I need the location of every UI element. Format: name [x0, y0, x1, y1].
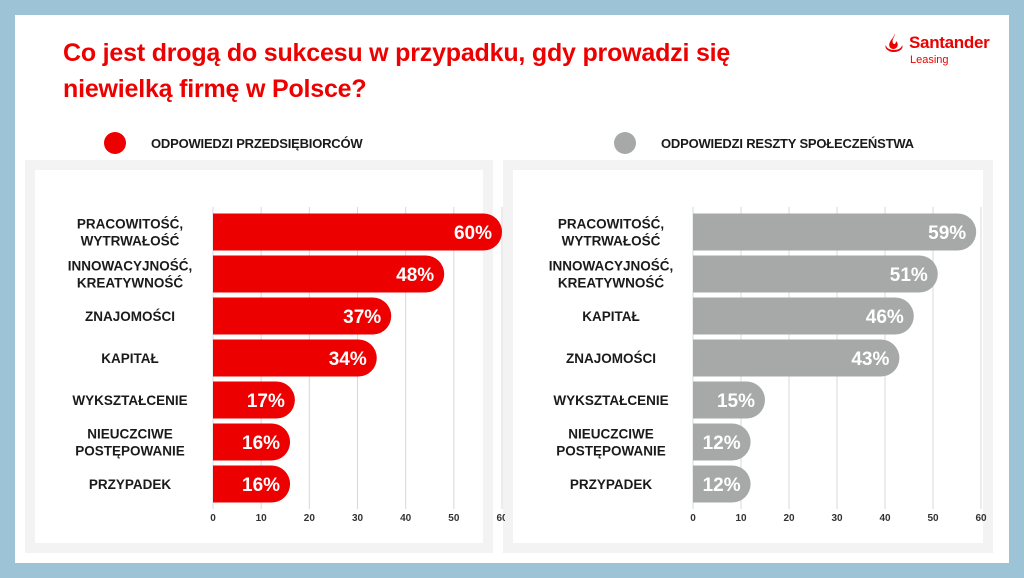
bar	[213, 213, 503, 251]
category-label: PRACOWITOŚĆ,	[77, 217, 183, 232]
page-title: Co jest drogą do sukcesu w przypadku, gd…	[63, 39, 731, 103]
category-label: ZNAJOMOŚCI	[85, 309, 175, 324]
logo-name: Santander	[909, 33, 990, 52]
category-label: KAPITAŁ	[101, 351, 159, 366]
data-label: 43%	[851, 349, 889, 370]
x-tick-label: 60	[975, 513, 987, 524]
flame-icon	[885, 33, 903, 52]
data-label: 15%	[717, 391, 755, 412]
data-label: 59%	[928, 223, 966, 244]
data-label: 34%	[329, 349, 367, 370]
x-tick-label: 40	[879, 513, 891, 524]
bar	[693, 255, 938, 293]
bar	[693, 339, 900, 377]
bar	[693, 297, 914, 335]
data-label: 46%	[866, 307, 904, 328]
x-tick-label: 20	[783, 513, 795, 524]
x-tick-label: 50	[927, 513, 939, 524]
data-label: 12%	[703, 433, 741, 454]
x-tick-label: 30	[352, 513, 364, 524]
category-label: POSTĘPOWANIE	[75, 444, 185, 459]
category-label: PRZYPADEK	[89, 477, 172, 492]
bar	[213, 297, 392, 335]
bar	[213, 339, 377, 377]
bar	[213, 255, 445, 293]
legend-dot-society	[614, 132, 636, 154]
x-tick-label: 0	[690, 513, 696, 524]
data-label: 12%	[703, 475, 741, 496]
category-label: KAPITAŁ	[582, 309, 640, 324]
data-label: 60%	[454, 223, 492, 244]
data-label: 16%	[242, 475, 280, 496]
category-label: NIEUCZCIWE	[568, 427, 654, 442]
category-label: PRACOWITOŚĆ,	[558, 217, 664, 232]
category-label: KREATYWNOŚĆ	[558, 276, 664, 291]
category-label: WYTRWAŁOŚĆ	[562, 234, 661, 249]
bar	[213, 423, 291, 461]
data-label: 51%	[890, 265, 928, 286]
bar	[693, 465, 751, 503]
slide: Co jest drogą do sukcesu w przypadku, gd…	[15, 15, 1009, 563]
x-tick-label: 30	[831, 513, 843, 524]
category-label: WYTRWAŁOŚĆ	[81, 234, 180, 249]
x-tick-label: 0	[210, 513, 216, 524]
x-tick-label: 10	[735, 513, 747, 524]
category-label: WYKSZTAŁCENIE	[553, 393, 668, 408]
chart-society: 0 10 20 30 40 50 60 59% PRACOWITOŚĆ, WYTRWAŁOŚĆ 51…	[549, 207, 987, 524]
bar	[693, 423, 751, 461]
category-label: WYKSZTAŁCENIE	[72, 393, 187, 408]
category-label: PRZYPADEK	[570, 477, 653, 492]
logo-subtitle: Leasing	[910, 54, 949, 66]
x-tick-label: 60	[496, 513, 505, 524]
chart-entrepreneurs: 0 10 20 30 40 50 60 60% PRACOWITOŚĆ, WYTRWAŁOŚĆ 48…	[68, 207, 505, 524]
category-label: INNOWACYJNOŚĆ,	[68, 259, 193, 274]
legend-dot-entrepreneurs	[104, 132, 126, 154]
data-label: 16%	[242, 433, 280, 454]
bar	[213, 381, 295, 419]
x-tick-label: 20	[304, 513, 316, 524]
category-label: KREATYWNOŚĆ	[77, 276, 183, 291]
category-label: POSTĘPOWANIE	[556, 444, 666, 459]
data-label: 37%	[343, 307, 381, 328]
category-label: INNOWACYJNOŚĆ,	[549, 259, 674, 274]
santander-logo: Santander Leasing	[883, 32, 1003, 72]
bar	[693, 213, 977, 251]
x-tick-label: 10	[256, 513, 268, 524]
legend-entrepreneurs: ODPOWIEDZI PRZEDSIĘBIORCÓW	[151, 136, 363, 151]
bar	[693, 381, 765, 419]
category-label: NIEUCZCIWE	[87, 427, 173, 442]
category-label: ZNAJOMOŚCI	[566, 351, 656, 366]
data-label: 48%	[396, 265, 434, 286]
data-label: 17%	[247, 391, 285, 412]
legend-society: ODPOWIEDZI RESZTY SPOŁECZEŃSTWA	[661, 136, 914, 151]
x-tick-label: 50	[448, 513, 460, 524]
bar	[213, 465, 291, 503]
x-tick-label: 40	[400, 513, 412, 524]
